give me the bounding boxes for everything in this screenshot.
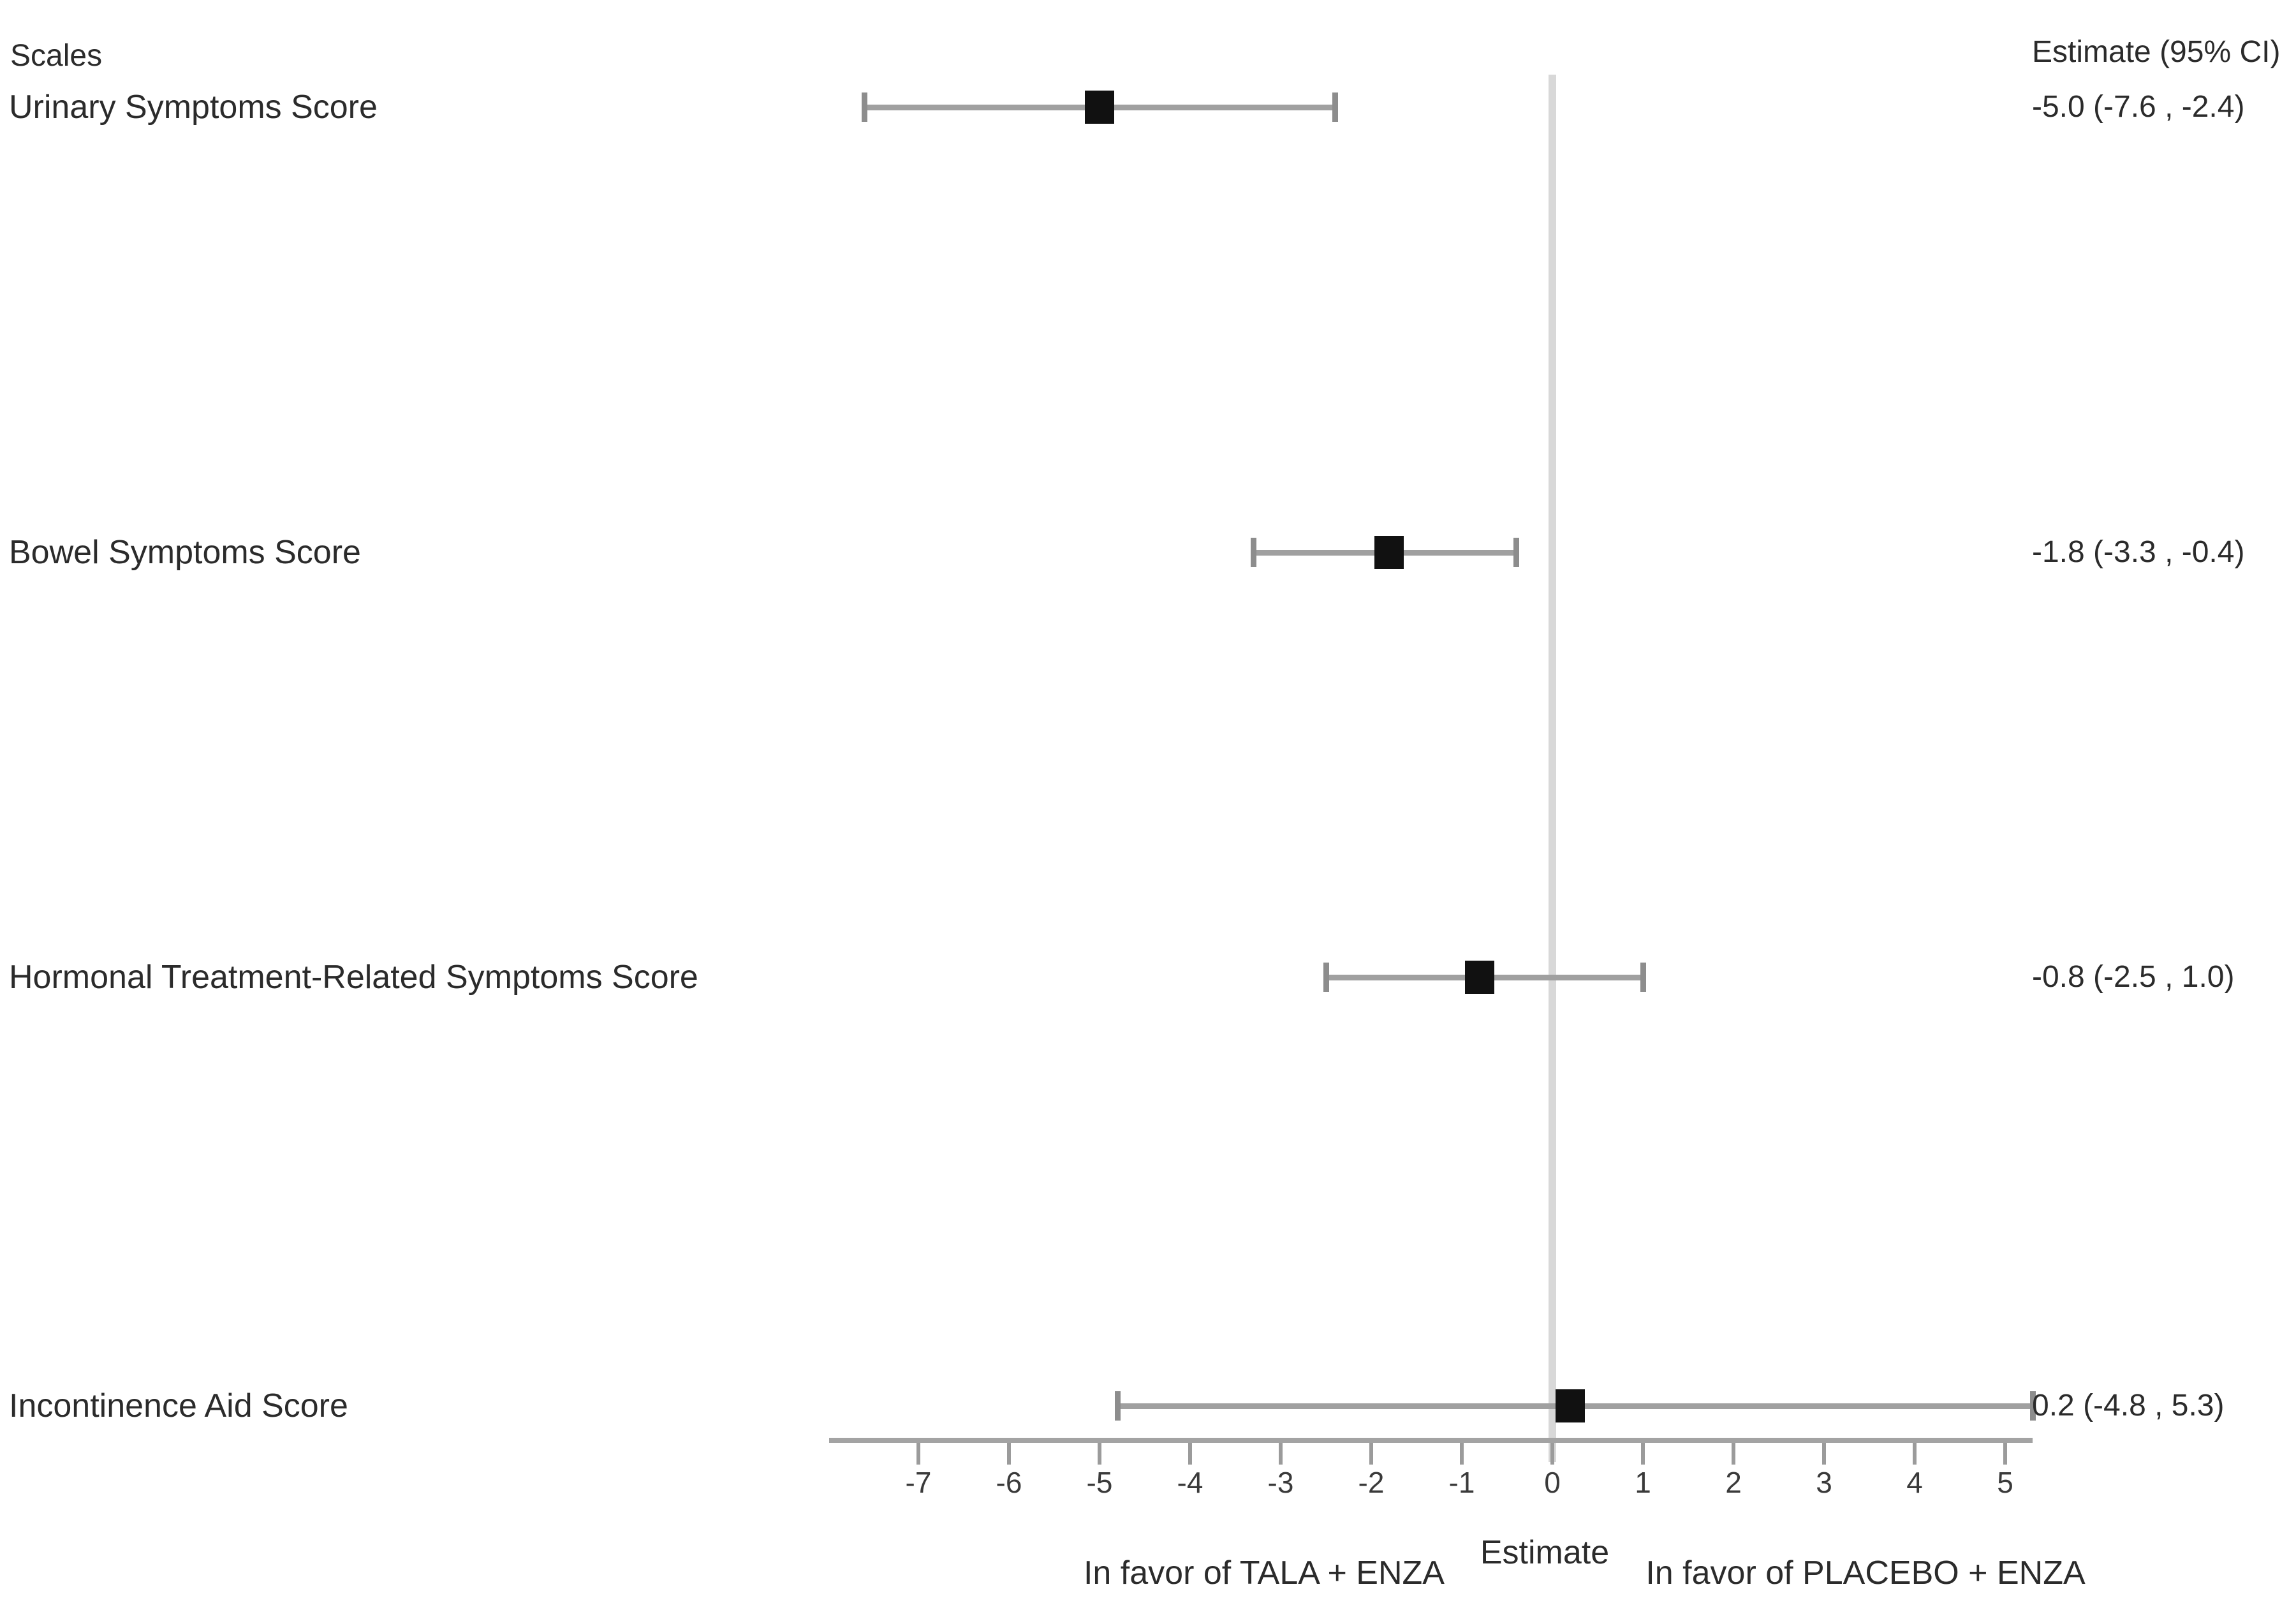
estimate-ci-text: 0.2 (-4.8 , 5.3) [2032,1389,2225,1422]
ci-cap-right [1513,538,1520,567]
row-label: Urinary Symptoms Score [9,89,378,126]
x-axis-tick [1279,1443,1283,1465]
x-axis-tick [1098,1443,1101,1465]
x-axis-tick [1460,1443,1464,1465]
x-axis-tick-label: -4 [1177,1466,1203,1499]
favor-right-annotation: In favor of PLACEBO + ENZA [1645,1555,2086,1592]
ci-cap-left [861,92,867,122]
x-axis-tick-label: -7 [905,1466,932,1499]
x-axis-tick [1007,1443,1011,1465]
x-axis-tick-label: 2 [1725,1466,1742,1499]
x-axis-tick-label: -5 [1086,1466,1113,1499]
x-axis-tick-label: 0 [1544,1466,1561,1499]
x-axis-tick-label: 1 [1635,1466,1651,1499]
x-axis-line [829,1438,2033,1443]
x-axis-tick [2003,1443,2007,1465]
ci-cap-left [1323,963,1329,992]
x-axis-title: Estimate [1480,1534,1610,1571]
estimate-marker [1465,961,1495,994]
ci-cap-right [1640,963,1646,992]
x-axis-tick-label: -3 [1267,1466,1294,1499]
zero-reference-line [1549,75,1556,1462]
estimate-ci-text: -0.8 (-2.5 , 1.0) [2032,960,2235,994]
x-axis-tick [1732,1443,1735,1465]
ci-cap-right [1332,92,1339,122]
x-axis-tick [1641,1443,1645,1465]
x-axis-tick [916,1443,920,1465]
x-axis-tick-label: 3 [1816,1466,1832,1499]
ci-cap-left [1115,1391,1121,1421]
ci-cap-right [2029,1391,2036,1421]
x-axis-tick [1369,1443,1373,1465]
estimate-ci-text: -5.0 (-7.6 , -2.4) [2032,90,2245,124]
row-label: Hormonal Treatment-Related Symptoms Scor… [9,959,698,996]
x-axis-tick [1188,1443,1192,1465]
column-header-estimate-ci: Estimate (95% CI) [2032,35,2281,69]
row-label: Bowel Symptoms Score [9,534,361,571]
row-label: Incontinence Aid Score [9,1387,348,1424]
x-axis-tick [1822,1443,1826,1465]
column-header-scales: Scales [10,39,103,73]
favor-left-annotation: In favor of TALA + ENZA [1083,1555,1445,1592]
estimate-marker [1556,1389,1586,1422]
estimate-marker [1085,91,1114,124]
ci-cap-left [1251,538,1257,567]
x-axis-tick-label: 5 [1997,1466,2013,1499]
x-axis-tick-label: 4 [1906,1466,1923,1499]
x-axis-tick-label: -6 [996,1466,1022,1499]
x-axis-tick [1550,1443,1554,1465]
x-axis-tick [1913,1443,1917,1465]
x-axis-tick-label: -2 [1358,1466,1385,1499]
estimate-ci-text: -1.8 (-3.3 , -0.4) [2032,535,2245,569]
estimate-marker [1374,536,1404,569]
x-axis-tick-label: -1 [1448,1466,1475,1499]
